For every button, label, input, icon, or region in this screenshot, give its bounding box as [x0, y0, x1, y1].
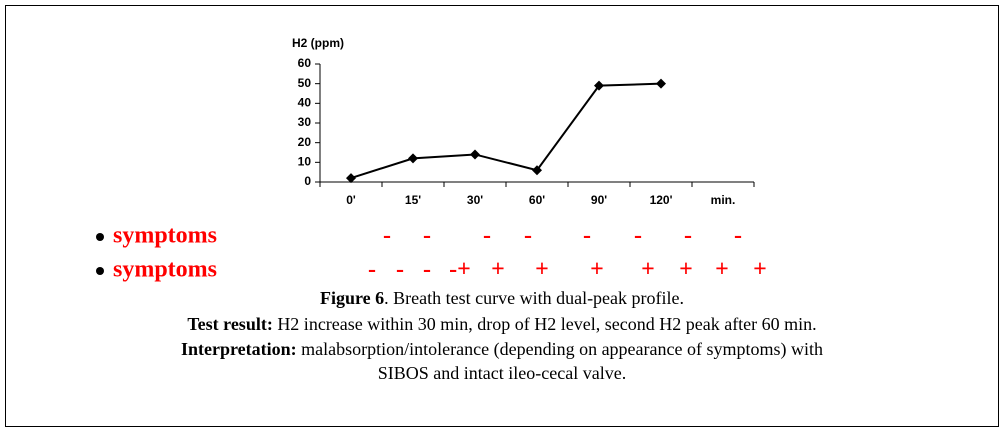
symptom-sign: + [641, 257, 655, 283]
symptom-sign: - [524, 223, 532, 249]
bullet [96, 267, 104, 275]
bullet [96, 233, 104, 241]
line [350, 82, 662, 180]
symptom-sign: - [634, 223, 642, 249]
symptom-sign: + [535, 257, 549, 283]
symptom-sign: - [383, 223, 391, 249]
caption-label: Interpretation: [181, 339, 297, 359]
x-tick-label: 120' [650, 193, 673, 207]
frame [5, 5, 999, 427]
caption-label: Test result: [187, 314, 273, 334]
caption-label: Figure 6 [320, 288, 384, 308]
symptom-label: symptoms [113, 223, 217, 249]
y-tick-label: 0 [304, 174, 311, 188]
x-axis-label: min. [711, 193, 736, 207]
symptom-sign: - [684, 223, 692, 249]
symptom-sign: + [491, 257, 505, 283]
point [594, 80, 604, 91]
y-tick-label: 10 [298, 155, 312, 169]
symptom-sign: - [396, 257, 404, 283]
symptom-sign: - [583, 223, 591, 249]
caption-line: Figure 6. Breath test curve with dual-pe… [320, 288, 684, 308]
x-tick-label: 15' [405, 193, 421, 207]
caption-line: SIBOS and intact ileo-cecal valve. [378, 363, 626, 383]
y-tick-label: 50 [298, 76, 312, 90]
caption-text: malabsorption/intolerance (depending on … [297, 339, 823, 360]
x-tick-label: 60' [529, 193, 545, 207]
caption-line: Interpretation: malabsorption/intoleranc… [181, 339, 823, 360]
symptom-sign: + [753, 257, 767, 283]
y-tick-label: 20 [298, 135, 312, 149]
point [408, 153, 418, 164]
symptom-sign: - [423, 257, 431, 283]
point [470, 149, 480, 160]
x-tick-label: 0' [346, 193, 356, 207]
y-tick-label: 30 [298, 115, 312, 129]
symptom-sign: - [423, 223, 431, 249]
symptom-sign: - [483, 223, 491, 249]
y-tick-label: 40 [298, 96, 312, 110]
symptom-sign: + [679, 257, 693, 283]
caption-line: Test result: H2 increase within 30 min, … [187, 314, 816, 334]
symptom-sign: - [734, 223, 742, 249]
x-tick-label: 90' [591, 193, 607, 207]
point [346, 173, 356, 184]
symptom-sign: -+ [449, 257, 471, 283]
point [532, 165, 542, 176]
x-tick-label: 30' [467, 193, 483, 207]
point [656, 78, 666, 89]
symptom-label: symptoms [113, 257, 217, 283]
symptom-sign: - [368, 257, 376, 283]
caption-text: . Breath test curve with dual-peak profi… [384, 288, 684, 308]
caption-text: H2 increase within 30 min, drop of H2 le… [273, 314, 817, 334]
y-axis-label: H2 (ppm) [292, 36, 344, 50]
symptom-sign: + [590, 257, 604, 283]
y-tick-label: 60 [298, 56, 312, 70]
symptom-sign: + [715, 257, 729, 283]
